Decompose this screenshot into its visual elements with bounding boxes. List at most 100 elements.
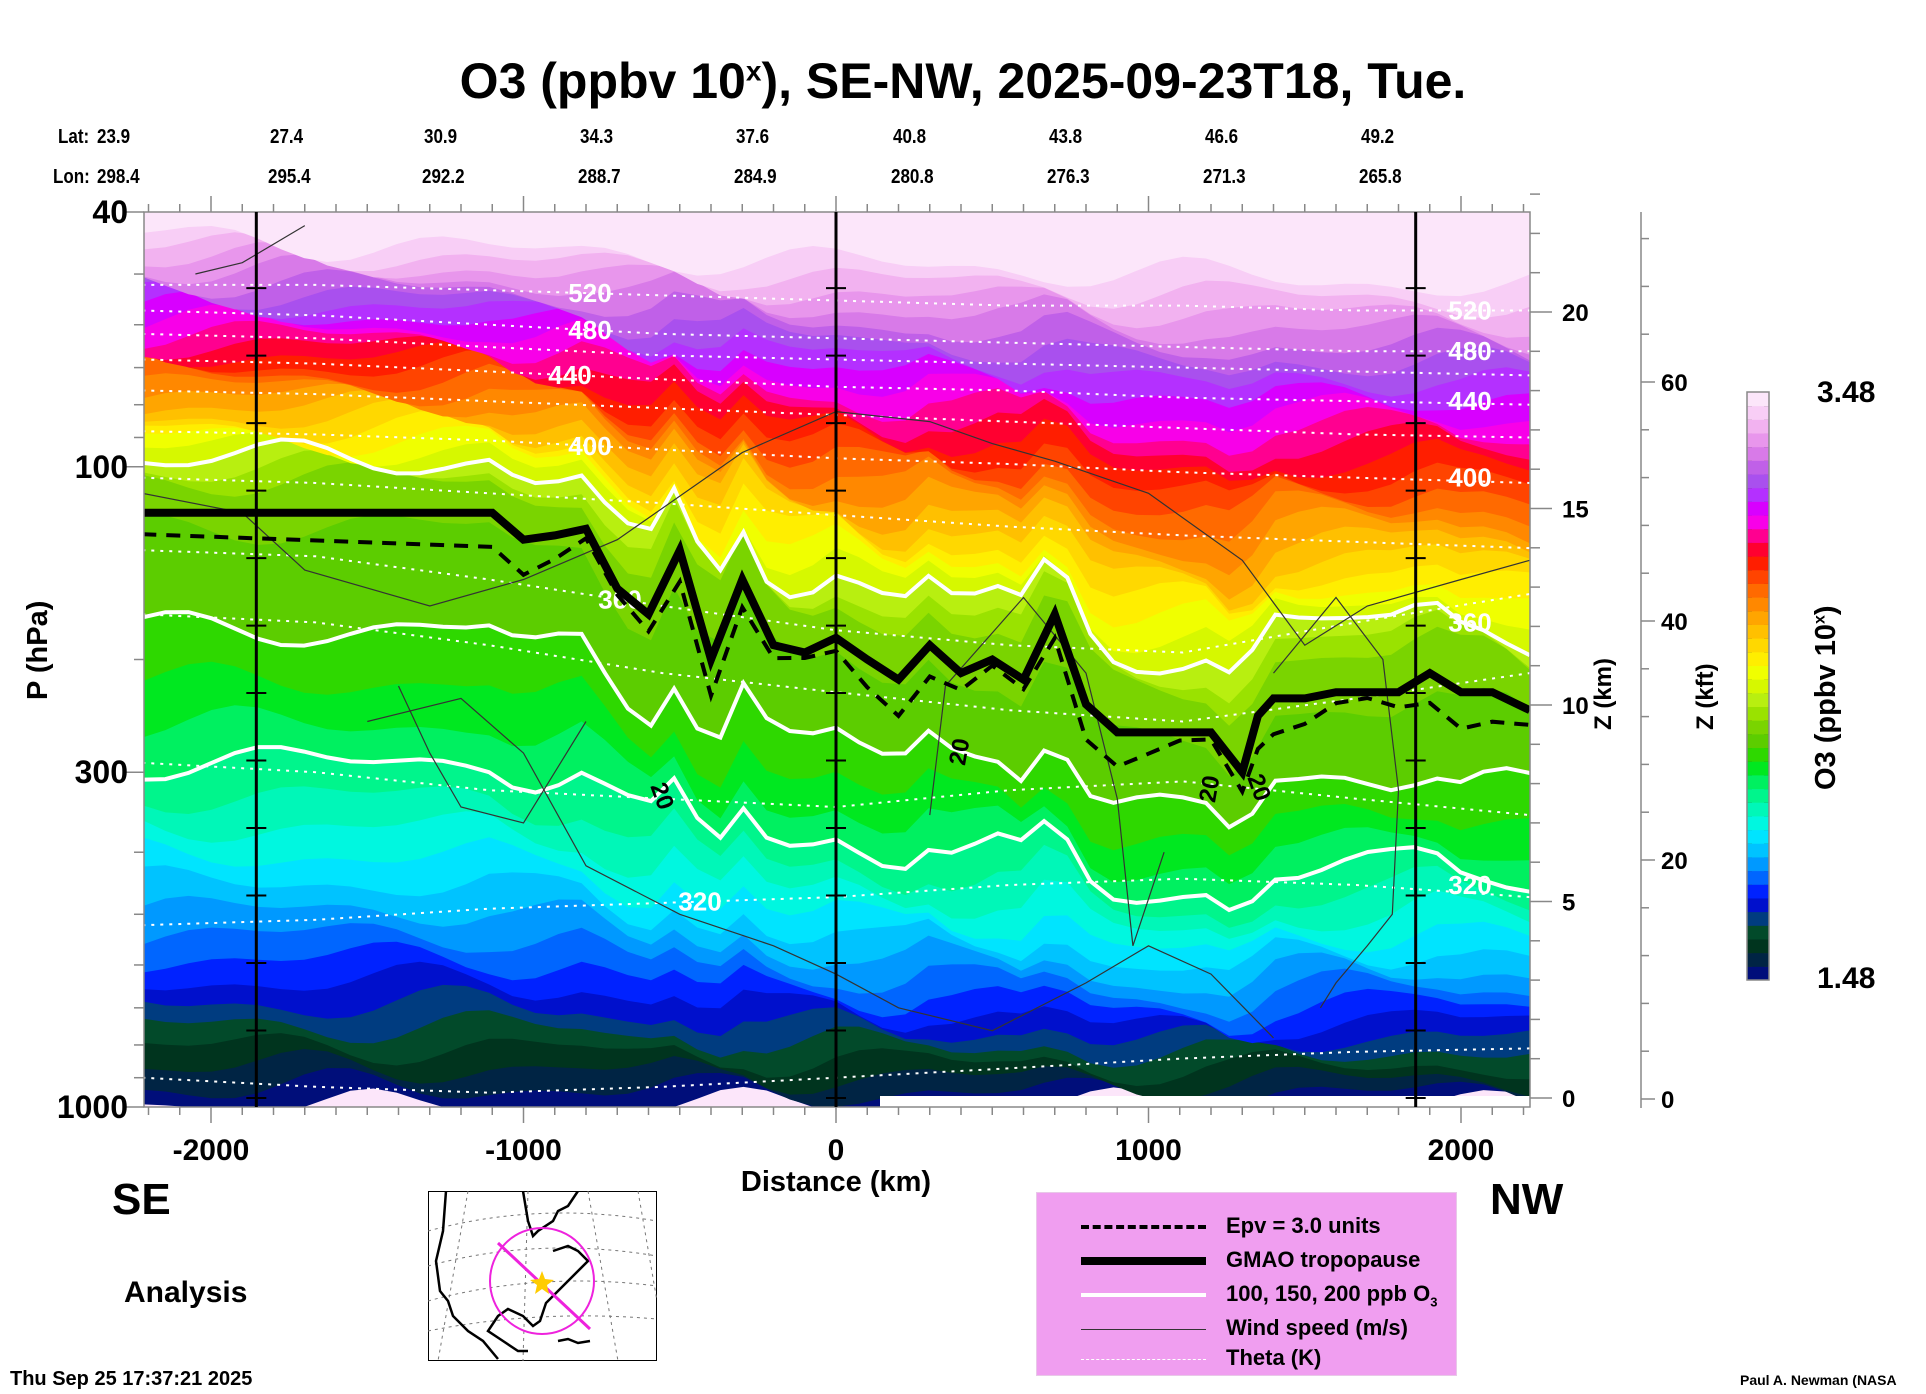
epv-contour	[144, 532, 1530, 797]
thin-line-icon	[1081, 1329, 1206, 1330]
colorbar-swatch	[1747, 556, 1769, 571]
lat-label: Lat:	[58, 126, 90, 148]
colorbar-swatch	[1747, 446, 1769, 461]
y-tick-label: 1000	[57, 1089, 128, 1125]
colorbar-swatch	[1747, 706, 1769, 721]
wind-speed-contour	[144, 410, 1530, 647]
colorbar-swatch	[1747, 829, 1769, 844]
wind-speed-contour	[929, 596, 1165, 946]
legend-item-tropopause: GMAO tropopause	[1037, 1245, 1456, 1279]
theta-label: 400	[568, 431, 611, 461]
tropopause-line	[144, 508, 1530, 781]
z-km-tick-label: 0	[1562, 1086, 1575, 1113]
y-tick-label: 100	[75, 449, 128, 485]
inset-map	[428, 1191, 657, 1361]
colorbar-min-label: 1.48	[1817, 962, 1876, 995]
colorbar-swatch	[1747, 761, 1769, 776]
colorbar-swatch	[1747, 542, 1769, 557]
timestamp: Thu Sep 25 17:37:21 2025	[10, 1368, 253, 1390]
colorbar-swatch	[1747, 501, 1769, 516]
lat-value: 40.8	[893, 126, 927, 148]
x-tick-label: 1000	[1115, 1134, 1182, 1167]
lat-value: 23.9	[97, 126, 131, 148]
lat-value: 37.6	[736, 126, 770, 148]
legend-item-theta: Theta (K)	[1037, 1343, 1456, 1377]
white-line-icon	[1081, 1293, 1206, 1297]
legend-item-ozone-contours: 100, 150, 200 ppb O3	[1037, 1279, 1456, 1313]
surface-mask	[880, 1096, 1530, 1107]
colorbar-swatch	[1747, 774, 1769, 790]
theta-label: 520	[568, 278, 611, 308]
thick-line-icon	[1081, 1257, 1206, 1265]
lat-value: 30.9	[424, 126, 458, 148]
legend-item-epv: Epv = 3.0 units	[1037, 1211, 1456, 1245]
colorbar-swatch	[1747, 747, 1769, 762]
colorbar-swatch	[1747, 392, 1769, 407]
z-km-tick-label: 10	[1562, 693, 1589, 720]
z-kft-tick-label: 0	[1661, 1087, 1674, 1114]
colorbar-swatch	[1747, 692, 1769, 708]
lon-value: 295.4	[268, 166, 311, 188]
x-tick-label: -1000	[485, 1134, 562, 1167]
lon-label: Lon:	[53, 166, 90, 188]
colorbar-swatch	[1747, 651, 1769, 666]
colorbar-swatch	[1747, 419, 1769, 434]
colorbar-swatch	[1747, 788, 1769, 803]
theta-label: 480	[1448, 336, 1491, 366]
colorbar-swatch	[1747, 624, 1769, 639]
colorbar-swatch	[1747, 405, 1769, 420]
z-km-tick-label: 5	[1562, 890, 1575, 917]
legend: Epv = 3.0 units GMAO tropopause 100, 150…	[1036, 1192, 1457, 1376]
direction-right-label: NW	[1490, 1175, 1564, 1224]
colorbar-swatch	[1747, 897, 1769, 913]
wind-speed-contour	[397, 685, 587, 824]
wind-speed-contour	[195, 225, 306, 275]
colorbar-swatch	[1747, 665, 1769, 680]
theta-label: 440	[1448, 386, 1491, 416]
lat-value: 49.2	[1361, 126, 1395, 148]
colorbar-swatch	[1747, 884, 1769, 899]
colorbar-swatch	[1747, 569, 1769, 584]
colorbar-swatch	[1747, 528, 1769, 543]
x-tick-label: 2000	[1428, 1134, 1495, 1167]
colorbar-swatch	[1747, 952, 1769, 967]
lon-value: 298.4	[97, 166, 140, 188]
colorbar-swatch	[1747, 583, 1769, 598]
colorbar-swatch	[1747, 474, 1769, 489]
z-km-tick-label: 20	[1562, 300, 1589, 327]
lon-value: 292.2	[422, 166, 465, 188]
lat-value: 43.8	[1049, 126, 1083, 148]
colorbar-swatch	[1747, 815, 1769, 831]
colorbar-swatch	[1747, 938, 1769, 954]
lon-value: 284.9	[734, 166, 777, 188]
analysis-label: Analysis	[124, 1276, 248, 1309]
colorbar	[1746, 391, 1770, 981]
x-axis-title: Distance (km)	[740, 1166, 932, 1198]
lon-value: 276.3	[1047, 166, 1090, 188]
colorbar-swatch	[1747, 911, 1769, 926]
z-km-tick-label: 15	[1562, 497, 1589, 524]
lat-value: 34.3	[580, 126, 614, 148]
colorbar-swatch	[1747, 870, 1769, 885]
dashed-line-icon	[1081, 1225, 1206, 1229]
colorbar-max-label: 3.48	[1817, 376, 1876, 409]
colorbar-swatch	[1747, 966, 1769, 981]
credit: Paul A. Newman (NASA	[1740, 1372, 1897, 1388]
theta-label: 440	[548, 360, 591, 390]
map-range-circle	[489, 1227, 595, 1335]
ozone-band	[144, 212, 1530, 297]
chart-title: O3 (ppbv 10x), SE-NW, 2025-09-23T18, Tue…	[459, 53, 1467, 109]
wind-speed-label: 20	[944, 736, 975, 767]
colorbar-swatch	[1747, 460, 1769, 475]
legend-item-wind-speed: Wind speed (m/s)	[1037, 1313, 1456, 1347]
lon-value: 271.3	[1203, 166, 1246, 188]
colorbar-swatch	[1747, 610, 1769, 625]
theta-label: 480	[568, 315, 611, 345]
z-kft-tick-label: 60	[1661, 370, 1688, 397]
lat-value: 46.6	[1205, 126, 1239, 148]
direction-left-label: SE	[112, 1175, 171, 1224]
wind-speed-label: 20	[1194, 773, 1225, 804]
colorbar-swatch	[1747, 843, 1769, 858]
wind-speed-contour	[1273, 596, 1400, 1009]
map-coastlines	[434, 1191, 591, 1360]
